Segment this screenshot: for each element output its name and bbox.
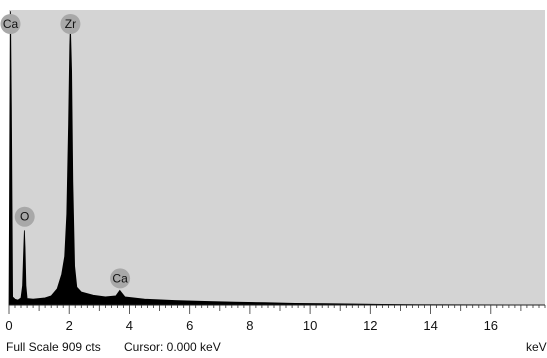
- x-tick-label: 6: [186, 318, 193, 333]
- peak-label: Ca: [3, 17, 19, 31]
- peak-label: Zr: [65, 17, 76, 31]
- x-tick-label: 16: [484, 318, 498, 333]
- peak-label: O: [20, 210, 29, 224]
- peak-marker-circle: [14, 206, 35, 227]
- x-tick-label: 12: [363, 318, 377, 333]
- cursor-readout: Cursor: 0.000 keV: [124, 340, 221, 354]
- plot-area: [9, 10, 545, 305]
- axis-unit-label: keV: [526, 340, 547, 354]
- x-tick-label: 8: [246, 318, 253, 333]
- x-axis: 0 2 4 6 8 10 12 14 16: [5, 304, 546, 333]
- peak-marker: Zr: [60, 14, 81, 34]
- x-tick-label: 2: [66, 318, 73, 333]
- x-tick-label: 0: [5, 318, 12, 333]
- x-tick-label: 10: [303, 318, 317, 333]
- peak-markers: Ca Zr O Ca: [0, 14, 131, 289]
- peak-marker: Ca: [110, 268, 131, 289]
- full-scale-readout: Full Scale 909 cts: [6, 340, 101, 354]
- peak-marker: Ca: [0, 14, 21, 34]
- peak-marker-circle: [0, 14, 21, 34]
- x-tick-label: 4: [126, 318, 133, 333]
- peak-marker-circle: [60, 14, 81, 34]
- peak-marker-circle: [110, 268, 131, 289]
- peak-marker: O: [14, 206, 35, 227]
- peak-label: Ca: [112, 271, 128, 285]
- x-tick-label: 14: [423, 318, 437, 333]
